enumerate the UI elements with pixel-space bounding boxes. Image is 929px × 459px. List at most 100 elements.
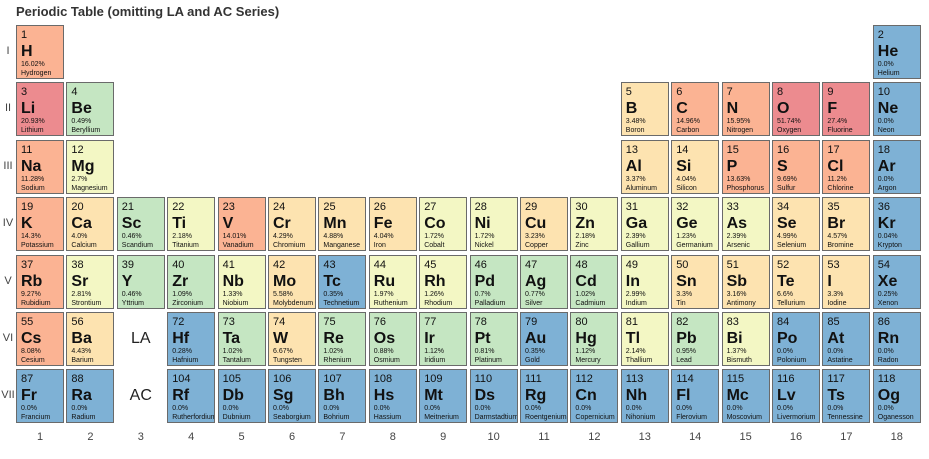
atomic-number: 21: [121, 201, 135, 214]
abundance-value: 0.0%: [676, 405, 693, 413]
element-name: Tennessine: [827, 414, 863, 422]
abundance-value: 0.7%: [474, 290, 491, 298]
atomic-number: 74: [273, 316, 286, 328]
atomic-number: 88: [71, 373, 84, 386]
abundance-value: 3.37%: [625, 175, 646, 183]
element-name: Bohrium: [323, 414, 350, 422]
element-cell-hs: 108 Hs 0.0% Hassium: [368, 369, 417, 424]
atomic-number: 105: [222, 373, 241, 386]
element-name: Molybdenum: [273, 299, 314, 307]
element-symbol: W: [273, 330, 289, 347]
element-name: Tungsten: [273, 357, 302, 364]
element-name: Rutherfordium: [172, 414, 216, 422]
element-symbol: Mo: [273, 272, 297, 290]
element-cell-db: 105 Db 0.0% Dubnium: [217, 369, 266, 424]
element-name: Tin: [676, 299, 686, 307]
abundance-value: 4.0%: [71, 233, 88, 241]
element-cell-as: 33 As 2.39% Arsenic: [721, 197, 770, 252]
abundance-value: 0.0%: [323, 405, 340, 413]
element-symbol: Rh: [424, 272, 446, 290]
abundance-value: 0.0%: [877, 61, 894, 68]
element-name: Radon: [877, 357, 899, 364]
element-symbol: Bh: [323, 387, 345, 405]
element-symbol: Cn: [575, 387, 597, 405]
atomic-number: 115: [726, 373, 745, 386]
element-cell-tl: 81 Tl 2.14% Thallium: [620, 312, 669, 366]
atomic-number: 10: [877, 86, 891, 99]
element-name: Osmium: [373, 357, 400, 364]
element-name: Arsenic: [726, 242, 750, 250]
element-cell-k: 19 K 14.3% Potassium: [16, 197, 64, 252]
group-label: 15: [739, 431, 752, 443]
atomic-number: 20: [71, 201, 84, 214]
element-symbol: Bi: [726, 330, 743, 347]
abundance-value: 1.97%: [373, 290, 394, 298]
element-cell-nh: 113 Nh 0.0% Nihonium: [620, 369, 669, 424]
atomic-number: 114: [676, 373, 694, 386]
abundance-value: 0.0%: [71, 405, 88, 413]
period-label: VII: [1, 389, 15, 402]
element-symbol: Fe: [373, 215, 393, 233]
element-symbol: Te: [777, 272, 795, 290]
atomic-number: 73: [222, 316, 235, 328]
abundance-value: 4.04%: [373, 233, 394, 241]
element-cell-zr: 40 Zr 1.09% Zirconium: [167, 254, 216, 309]
atomic-number: 117: [827, 373, 845, 386]
element-cell-zn: 30 Zn 2.18% Zinc: [570, 197, 619, 252]
atomic-number: 17: [827, 143, 840, 156]
element-symbol: Ge: [676, 215, 698, 233]
element-name: Iridium: [424, 357, 446, 364]
atomic-number: 36: [877, 201, 891, 214]
atomic-number: 77: [424, 316, 437, 328]
group-label: 11: [538, 431, 550, 443]
element-cell-os: 76 Os 0.88% Osmium: [368, 312, 417, 366]
element-symbol: Nh: [625, 387, 648, 405]
group-label: 10: [487, 431, 500, 443]
element-cell-al: 13 Al 3.37% Aluminum: [620, 139, 669, 194]
atomic-number: 106: [273, 373, 292, 386]
element-cell-ni: 28 Ni 1.72% Nickel: [469, 197, 518, 252]
group-label: 14: [689, 431, 702, 443]
element-symbol: Mc: [726, 387, 749, 405]
atomic-number: 18: [877, 143, 891, 156]
atomic-number: 35: [827, 201, 840, 214]
atomic-number: 109: [424, 373, 443, 386]
abundance-value: 0.46%: [121, 233, 142, 241]
element-cell-sc: 21 Sc 0.46% Scandium: [116, 197, 165, 252]
atomic-number: 16: [777, 143, 790, 156]
atomic-number: 54: [877, 258, 891, 271]
element-name: Sodium: [21, 184, 45, 192]
element-cell-mn: 25 Mn 4.88% Manganese: [318, 197, 367, 252]
element-cell-br: 35 Br 4.57% Bromine: [822, 197, 871, 252]
atomic-number: 80: [575, 316, 588, 328]
atomic-number: 52: [777, 258, 790, 271]
element-name: Carbon: [676, 127, 700, 135]
abundance-value: 4.88%: [323, 233, 344, 241]
element-symbol: V: [222, 215, 234, 233]
element-cell-re: 75 Re 1.02% Rhenium: [318, 312, 367, 366]
element-cell-ds: 110 Ds 0.0% Darmstadtium: [469, 369, 518, 424]
element-cell-ru: 44 Ru 1.97% Ruthenium: [368, 254, 417, 309]
abundance-value: 11.28%: [21, 175, 45, 183]
element-symbol: C: [676, 100, 688, 118]
group-label: 3: [137, 431, 144, 443]
element-symbol: Pd: [474, 272, 496, 290]
element-symbol: Rg: [525, 387, 547, 405]
abundance-value: 0.0%: [222, 405, 239, 413]
element-symbol: Al: [625, 157, 642, 175]
element-name: Potassium: [21, 242, 54, 250]
element-name: Iron: [373, 242, 386, 250]
element-name: Rubidium: [21, 299, 51, 307]
abundance-value: 2.18%: [172, 233, 193, 241]
atomic-number: 8: [777, 86, 784, 99]
group-label: 8: [389, 431, 396, 443]
abundance-value: 0.81%: [474, 348, 495, 355]
atomic-number: 111: [525, 373, 542, 386]
element-symbol: Be: [71, 100, 92, 118]
element-cell-b: 5 B 3.48% Boron: [620, 82, 669, 137]
abundance-value: 2.99%: [625, 290, 646, 298]
element-symbol: Pb: [676, 330, 697, 347]
abundance-value: 27.4%: [827, 118, 848, 126]
element-name: Bromine: [827, 242, 854, 250]
element-symbol: Mg: [71, 157, 95, 175]
